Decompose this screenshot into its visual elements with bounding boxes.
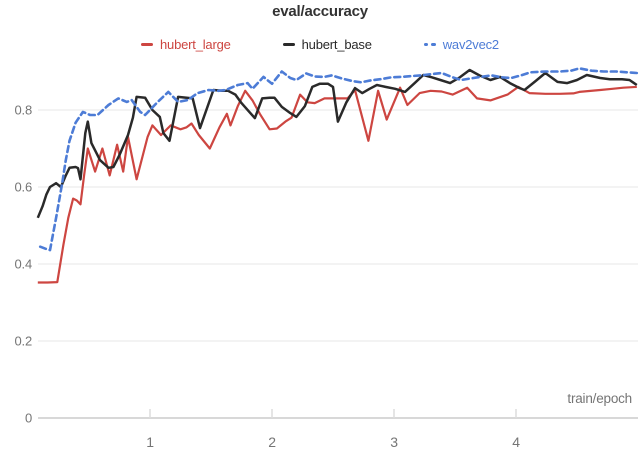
- y-tick-label: 0.2: [15, 334, 32, 349]
- series-line-wav2vec2[interactable]: [38, 67, 639, 252]
- legend-swatch-solid-icon: [282, 42, 295, 47]
- legend-dash-icon: [141, 42, 154, 47]
- y-tick-label: 0.8: [15, 103, 32, 118]
- legend-dash-icon: [423, 42, 429, 47]
- x-tick-label: 4: [512, 434, 520, 450]
- legend-label: hubert_base: [301, 37, 372, 52]
- x-tick-label: 2: [268, 434, 276, 450]
- y-tick-label: 0: [25, 411, 32, 426]
- legend-label: hubert_large: [160, 37, 231, 52]
- x-tick-label: 1: [146, 434, 154, 450]
- y-tick-label: 0.4: [15, 257, 32, 272]
- series-line-hubert_base[interactable]: [36, 68, 638, 219]
- legend-item-hubert_base[interactable]: hubert_base: [282, 37, 372, 52]
- legend-swatch-solid-icon: [141, 42, 154, 47]
- legend-swatch-dashed-icon: [423, 42, 436, 47]
- legend-dash-icon: [431, 42, 436, 47]
- series-line-hubert_large[interactable]: [37, 85, 637, 284]
- legend-dash-icon: [282, 42, 295, 47]
- y-tick-label: 0.6: [15, 180, 32, 195]
- x-axis-label: train/epoch: [567, 391, 632, 406]
- legend-label: wav2vec2: [442, 37, 499, 52]
- legend-item-wav2vec2[interactable]: wav2vec2: [423, 37, 499, 52]
- x-tick-label: 3: [390, 434, 398, 450]
- chart-title: eval/accuracy: [272, 3, 368, 20]
- legend-item-hubert_large[interactable]: hubert_large: [141, 37, 231, 52]
- chart-legend: hubert_large hubert_base wav2vec2: [0, 37, 640, 52]
